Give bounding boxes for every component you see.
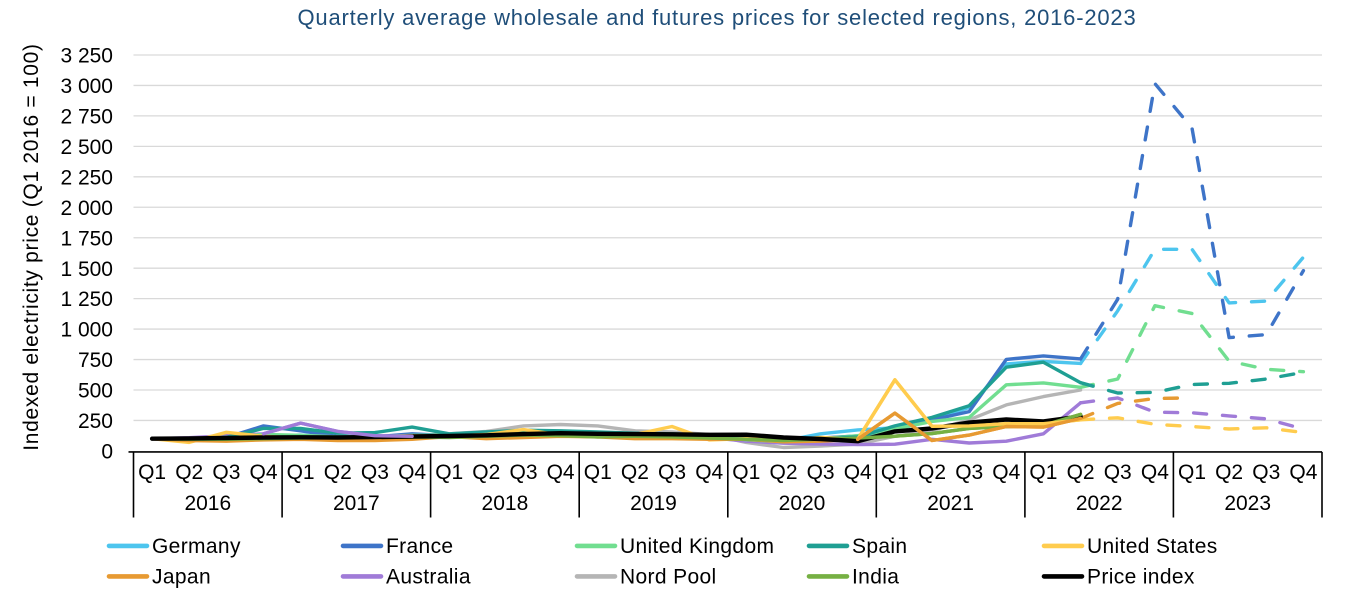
svg-text:Nord Pool: Nord Pool [620,566,717,589]
svg-text:Q1: Q1 [1029,461,1057,484]
svg-text:Germany: Germany [152,535,241,558]
svg-text:Q4: Q4 [398,461,426,484]
svg-text:1 750: 1 750 [60,227,113,250]
svg-text:2019: 2019 [630,492,677,515]
svg-text:2017: 2017 [333,492,380,515]
svg-text:Spain: Spain [852,535,907,558]
svg-text:Q1: Q1 [881,461,909,484]
svg-text:Q4: Q4 [695,461,723,484]
svg-text:Q2: Q2 [175,461,203,484]
svg-text:India: India [852,566,899,589]
svg-text:Q1: Q1 [138,461,166,484]
svg-text:2 750: 2 750 [60,106,113,129]
svg-text:Q2: Q2 [918,461,946,484]
svg-text:Price index: Price index [1087,566,1195,589]
svg-text:Q2: Q2 [769,461,797,484]
svg-text:750: 750 [78,349,113,372]
svg-text:Quarterly average wholesale an: Quarterly average wholesale and futures … [298,5,1137,30]
svg-text:Q4: Q4 [547,461,575,484]
svg-text:1 500: 1 500 [60,258,113,281]
svg-text:Q4: Q4 [1141,461,1169,484]
svg-text:Q4: Q4 [844,461,872,484]
svg-text:Australia: Australia [386,566,471,589]
svg-text:2022: 2022 [1076,492,1123,515]
svg-text:Q1: Q1 [584,461,612,484]
svg-text:Q2: Q2 [324,461,352,484]
svg-text:Q2: Q2 [1215,461,1243,484]
svg-text:2 250: 2 250 [60,166,113,189]
svg-text:Q1: Q1 [732,461,760,484]
svg-text:Q1: Q1 [287,461,315,484]
svg-text:2016: 2016 [184,492,231,515]
svg-text:United States: United States [1087,535,1218,558]
svg-text:Q3: Q3 [1104,461,1132,484]
svg-text:2 000: 2 000 [60,197,113,220]
svg-text:Q3: Q3 [1252,461,1280,484]
svg-text:2021: 2021 [927,492,974,515]
svg-text:0: 0 [101,441,113,464]
svg-text:Q3: Q3 [212,461,240,484]
svg-text:Q4: Q4 [1289,461,1317,484]
svg-text:1 250: 1 250 [60,288,113,311]
svg-text:1 000: 1 000 [60,319,113,342]
svg-text:Q4: Q4 [249,461,277,484]
svg-text:500: 500 [78,380,113,403]
svg-text:2020: 2020 [779,492,826,515]
svg-text:Q2: Q2 [621,461,649,484]
svg-text:Q1: Q1 [435,461,463,484]
svg-text:2023: 2023 [1224,492,1271,515]
svg-text:2 500: 2 500 [60,136,113,159]
svg-text:Q2: Q2 [472,461,500,484]
svg-text:Q3: Q3 [509,461,537,484]
svg-text:Q3: Q3 [807,461,835,484]
svg-text:United Kingdom: United Kingdom [620,535,774,558]
svg-text:France: France [386,535,453,558]
svg-text:Q3: Q3 [658,461,686,484]
svg-text:Q1: Q1 [1178,461,1206,484]
svg-text:Q2: Q2 [1067,461,1095,484]
svg-text:Indexed electricity price (Q1: Indexed electricity price (Q1 2016 = 100… [20,43,43,451]
svg-text:3 000: 3 000 [60,75,113,98]
svg-text:2018: 2018 [482,492,529,515]
svg-text:3 250: 3 250 [60,45,113,68]
svg-text:Japan: Japan [152,566,211,589]
svg-text:Q3: Q3 [361,461,389,484]
svg-text:Q3: Q3 [955,461,983,484]
svg-text:Q4: Q4 [992,461,1020,484]
svg-text:250: 250 [78,410,113,433]
